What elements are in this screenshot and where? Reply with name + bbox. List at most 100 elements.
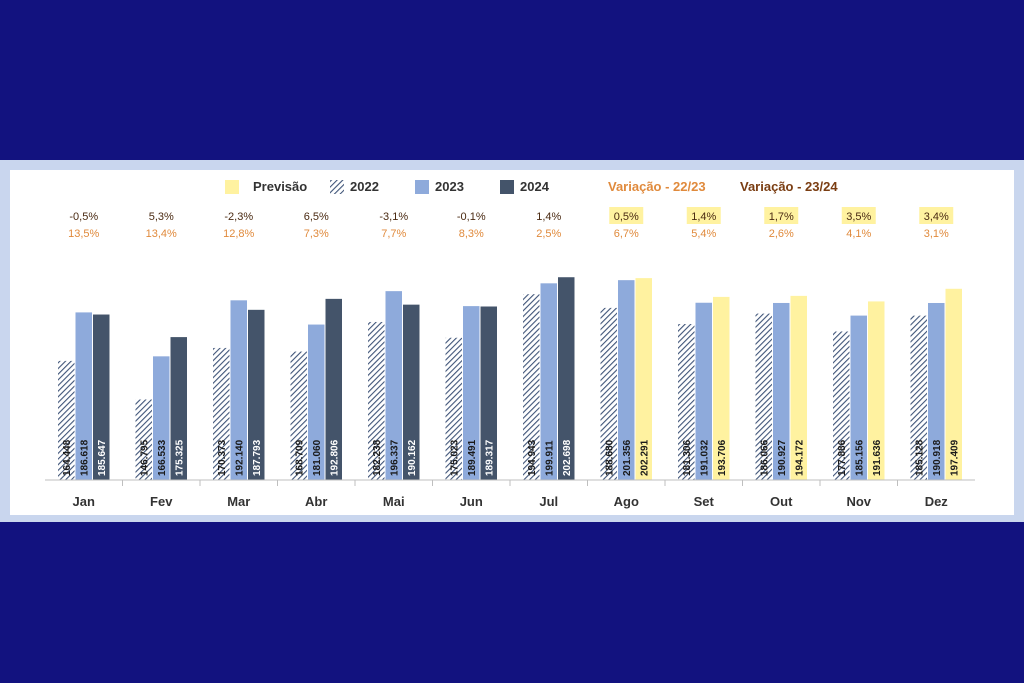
bar-2022-mai bbox=[368, 321, 385, 480]
variation-22-23-abr: 7,3% bbox=[304, 228, 329, 240]
bar-label-2023-fev: 166.533 bbox=[157, 439, 168, 476]
variation-22-23-jul: 2,5% bbox=[536, 228, 561, 240]
bar-label-2023-jun: 189.491 bbox=[467, 439, 478, 476]
bar-2023-out bbox=[773, 302, 790, 480]
variation-22-23-fev: 13,4% bbox=[146, 228, 177, 240]
legend-label-2022: 2022 bbox=[350, 179, 379, 194]
bars bbox=[58, 277, 962, 480]
variation-23-24-out: 1,7% bbox=[769, 211, 794, 223]
legend-swatch-2022 bbox=[330, 180, 344, 194]
bar-label-2022-abr: 168.709 bbox=[294, 439, 305, 476]
x-label-nov: Nov bbox=[846, 494, 871, 509]
variation-22-23-out: 2,6% bbox=[769, 228, 794, 240]
bar-label-2023-dez: 190.918 bbox=[932, 439, 943, 476]
legend: Previsão 2022 2023 2024 Variação - 22/23… bbox=[225, 179, 838, 194]
legend-swatch-previsao bbox=[225, 180, 239, 194]
x-label-jun: Jun bbox=[460, 494, 483, 509]
bar-2024-jun bbox=[480, 306, 497, 480]
variation-22-23-set: 5,4% bbox=[691, 228, 716, 240]
bar-label-2023-mai: 196.337 bbox=[389, 439, 400, 476]
bar-label-previsao-ago: 202.291 bbox=[639, 439, 650, 476]
bar-label-2023-jul: 199.911 bbox=[544, 440, 555, 476]
chart-panel: Previsão 2022 2023 2024 Variação - 22/23… bbox=[0, 160, 1024, 522]
variation-23-24-fev: 5,3% bbox=[149, 211, 174, 223]
bar-value-labels: 164.448 186.618 185.647 146.795 166.533 175.3… bbox=[62, 439, 961, 476]
bar-2023-jun bbox=[463, 306, 480, 480]
x-label-jan: Jan bbox=[73, 494, 95, 509]
bar-2023-mar bbox=[230, 300, 247, 480]
bar-2022-jun bbox=[445, 337, 462, 480]
variation-23-24-jun: -0,1% bbox=[457, 211, 486, 223]
bar-label-2022-mar: 170.373 bbox=[217, 439, 228, 476]
variation-23-24-jan: -0,5% bbox=[69, 211, 98, 223]
variation-22-23-nov: 4,1% bbox=[846, 228, 871, 240]
variation-22-23-jan: 13,5% bbox=[68, 228, 99, 240]
legend-label-var-23-24: Variação - 23/24 bbox=[740, 179, 838, 194]
bar-2022-jan bbox=[58, 360, 75, 480]
bar-label-2022-jun: 175.023 bbox=[449, 439, 460, 476]
bar-previsao-dez bbox=[945, 288, 962, 480]
bar-label-2022-fev: 146.795 bbox=[139, 439, 150, 476]
bar-label-2023-jan: 186.618 bbox=[79, 439, 90, 476]
x-label-ago: Ago bbox=[614, 494, 639, 509]
x-label-fev: Fev bbox=[150, 494, 173, 509]
x-tick-marks bbox=[122, 480, 898, 486]
bar-previsao-nov bbox=[868, 301, 885, 480]
variation-labels: -0,5% 13,5% 5,3% 13,4% -2,3% 12,8% 6,5% 7,3% -3,… bbox=[68, 211, 949, 240]
variation-23-24-dez: 3,4% bbox=[924, 211, 949, 223]
variation-23-24-jul: 1,4% bbox=[536, 211, 561, 223]
variation-23-24-nov: 3,5% bbox=[846, 211, 871, 223]
variation-23-24-ago: 0,5% bbox=[614, 211, 639, 223]
x-label-set: Set bbox=[694, 494, 715, 509]
bar-label-2023-out: 190.927 bbox=[777, 439, 788, 476]
bar-label-2024-abr: 192.806 bbox=[329, 439, 340, 476]
x-label-mar: Mar bbox=[227, 494, 250, 509]
bar-label-2022-mai: 182.238 bbox=[372, 439, 383, 476]
x-label-mai: Mai bbox=[383, 494, 405, 509]
bar-2022-out bbox=[755, 313, 772, 480]
variation-highlights bbox=[609, 207, 954, 224]
bar-2023-jul bbox=[540, 283, 557, 480]
bar-2023-set bbox=[695, 302, 712, 480]
variation-23-24-set: 1,4% bbox=[691, 211, 716, 223]
legend-label-2023: 2023 bbox=[435, 179, 464, 194]
x-axis-labels: Jan Fev Mar Abr Mai Jun Jul Ago Set Out Nov Dez bbox=[73, 494, 949, 509]
bar-label-2022-nov: 177.886 bbox=[837, 439, 848, 476]
legend-label-var-22-23: Variação - 22/23 bbox=[608, 179, 706, 194]
bar-label-2023-abr: 181.060 bbox=[312, 439, 323, 476]
x-label-dez: Dez bbox=[925, 494, 949, 509]
bar-2022-abr bbox=[290, 351, 307, 480]
bar-label-2022-dez: 185.128 bbox=[914, 439, 925, 476]
bar-2022-set bbox=[678, 324, 695, 480]
variation-22-23-jun: 8,3% bbox=[459, 228, 484, 240]
variation-22-23-mar: 12,8% bbox=[223, 228, 254, 240]
bar-2022-dez bbox=[910, 315, 927, 480]
legend-swatch-2023 bbox=[415, 180, 429, 194]
variation-22-23-mai: 7,7% bbox=[381, 228, 406, 240]
variation-highlight-out bbox=[764, 207, 799, 224]
bar-previsao-ago bbox=[635, 278, 652, 480]
bar-2023-dez bbox=[928, 302, 945, 480]
bar-2023-nov bbox=[850, 315, 867, 480]
variation-22-23-ago: 6,7% bbox=[614, 228, 639, 240]
bar-label-2024-jul: 202.698 bbox=[562, 439, 573, 476]
variation-23-24-mai: -3,1% bbox=[379, 211, 408, 223]
bar-label-previsao-nov: 191.636 bbox=[872, 439, 883, 476]
bar-label-2024-fev: 175.325 bbox=[174, 439, 185, 476]
bar-label-previsao-out: 194.172 bbox=[794, 439, 805, 476]
legend-swatch-2024 bbox=[500, 180, 514, 194]
bar-2023-fev bbox=[153, 356, 170, 480]
bar-label-previsao-set: 193.706 bbox=[717, 439, 728, 476]
bar-label-2022-jan: 164.448 bbox=[62, 439, 73, 476]
variation-23-24-mar: -2,3% bbox=[224, 211, 253, 223]
bar-chart: Previsão 2022 2023 2024 Variação - 22/23… bbox=[10, 170, 1014, 515]
variation-highlight-ago bbox=[609, 207, 644, 224]
bar-label-2023-mar: 192.140 bbox=[234, 439, 245, 476]
bar-previsao-set bbox=[713, 296, 730, 480]
x-label-abr: Abr bbox=[305, 494, 327, 509]
bar-label-2023-set: 191.032 bbox=[699, 439, 710, 476]
bar-label-2023-ago: 201.356 bbox=[622, 439, 633, 476]
bar-2023-abr bbox=[308, 324, 325, 480]
bar-2023-mai bbox=[385, 291, 402, 480]
variation-highlight-nov bbox=[841, 207, 876, 224]
